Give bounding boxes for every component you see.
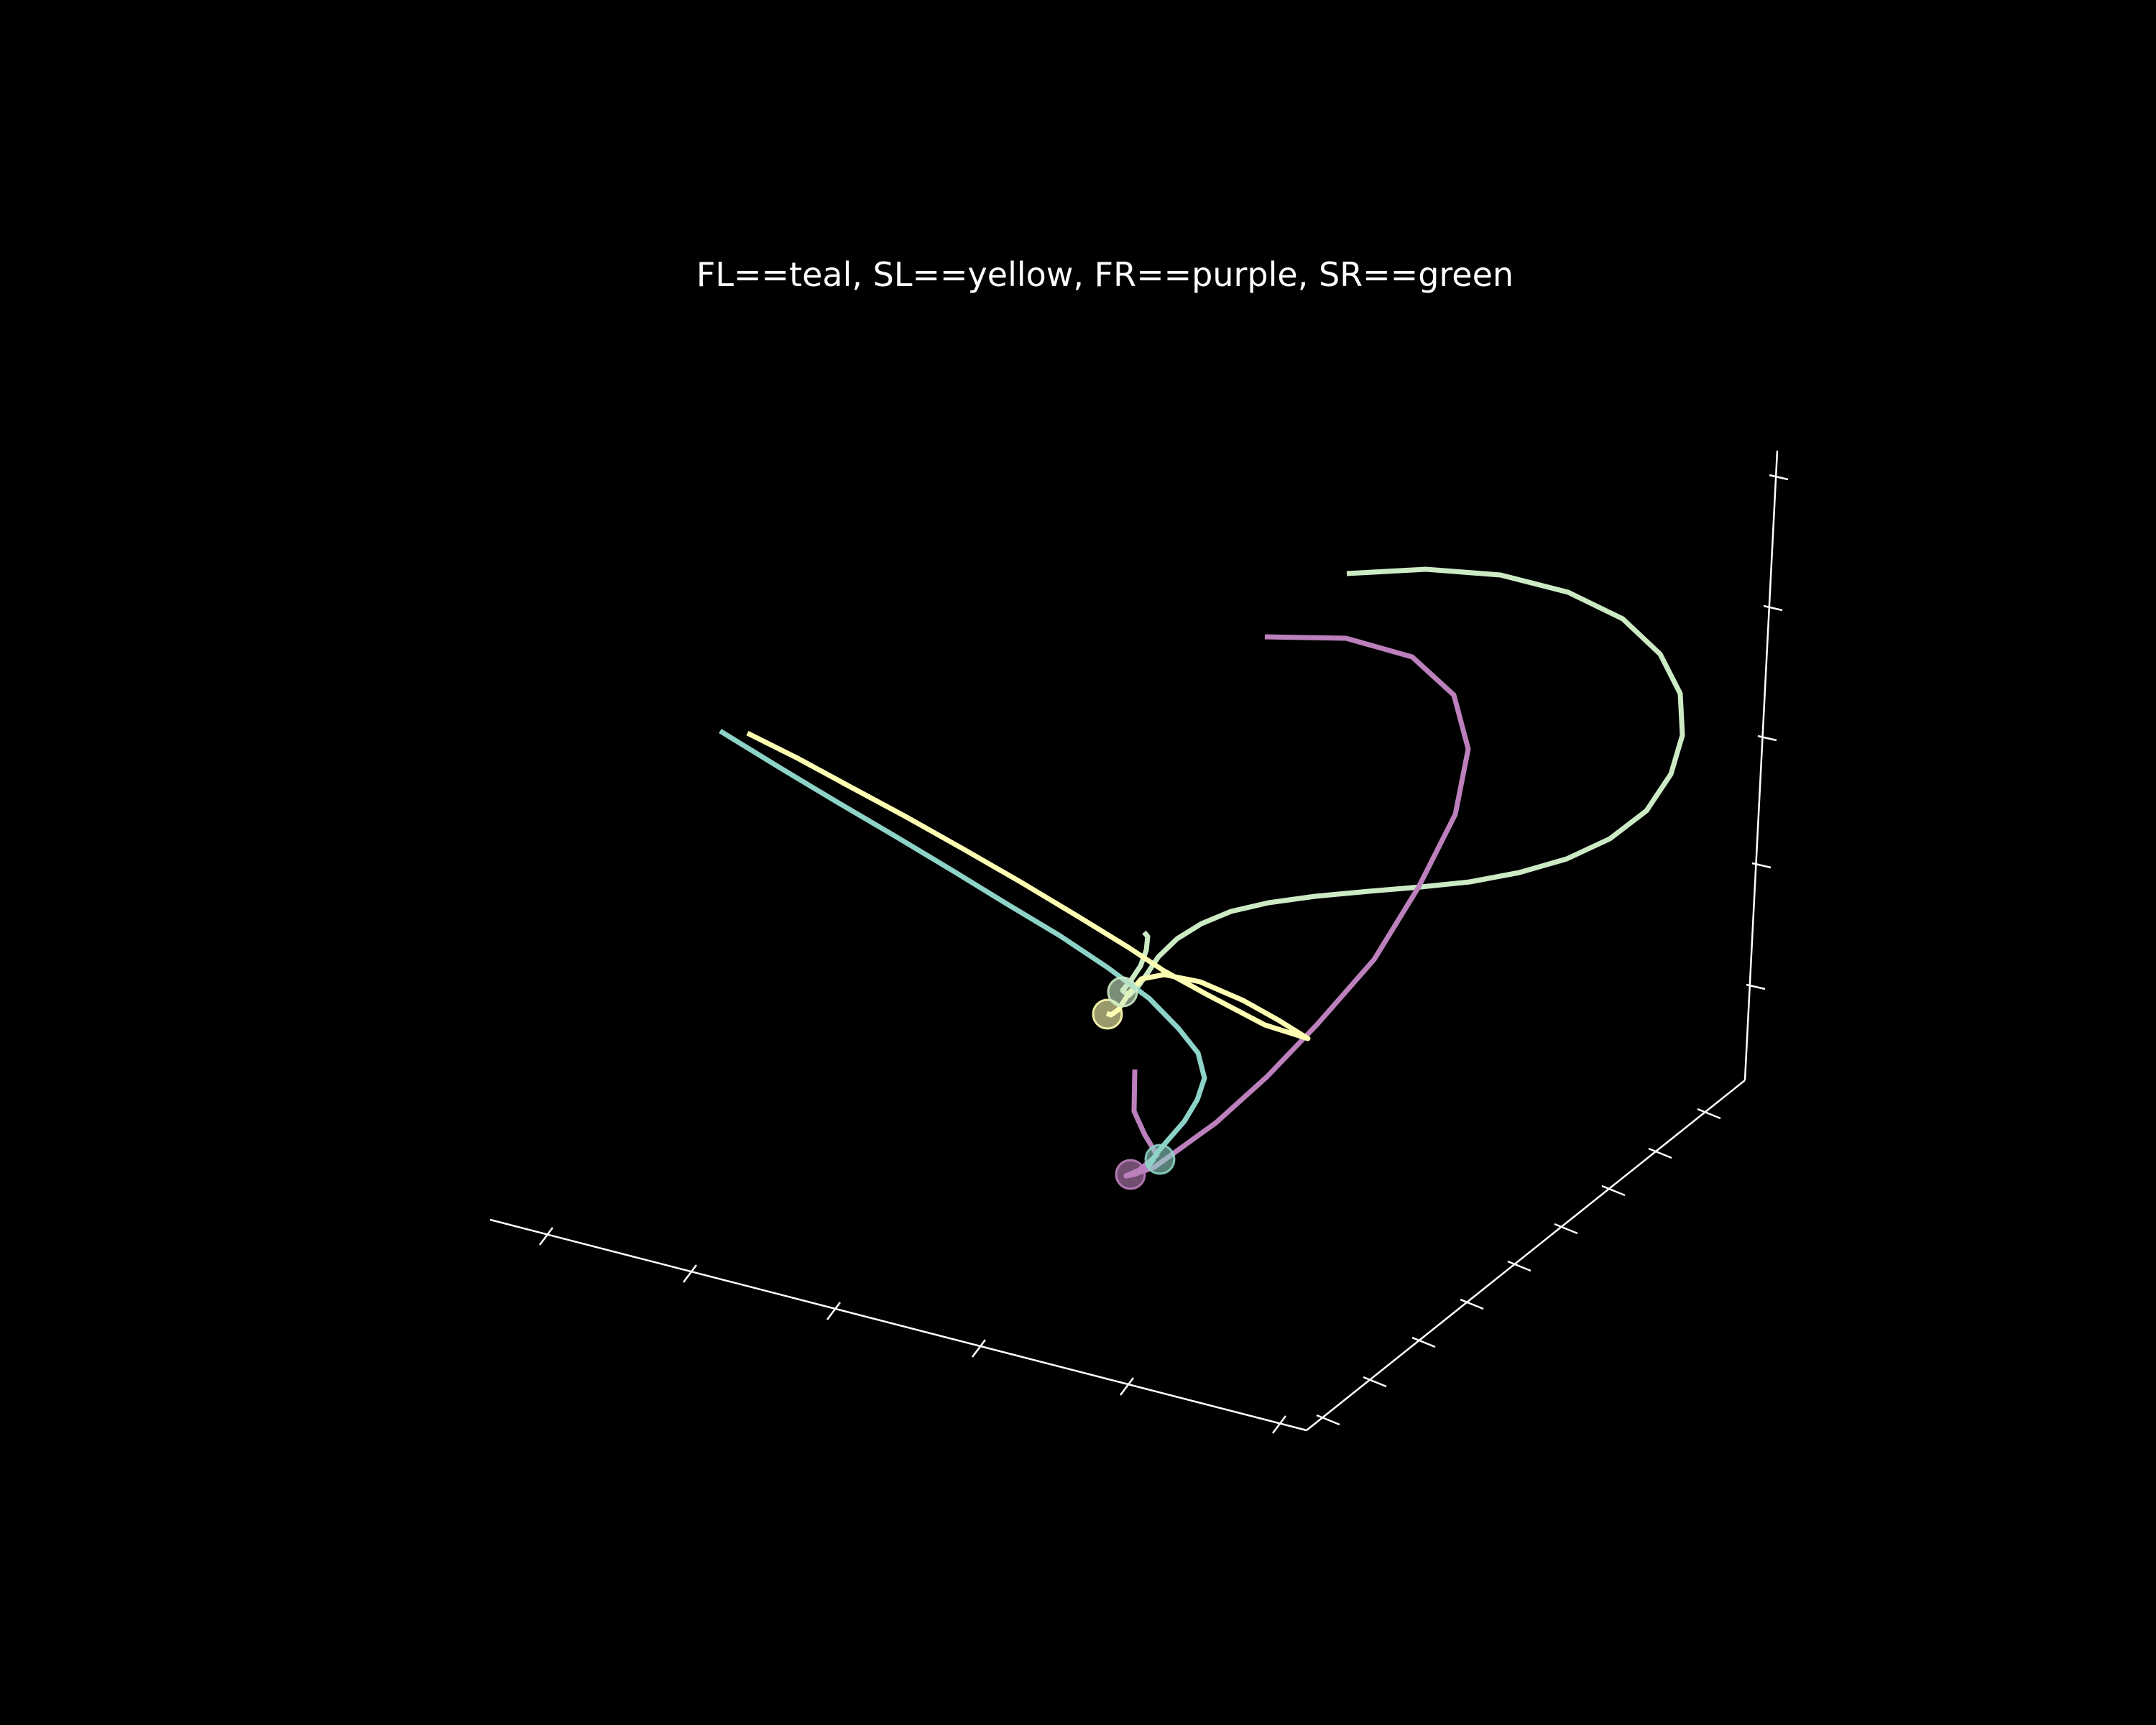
z-tick-5 <box>1769 474 1789 481</box>
series-line-3 <box>1123 634 1471 1179</box>
z-tick-3 <box>1757 735 1777 742</box>
x-axis-line <box>489 1218 1307 1432</box>
y-tick-1 <box>1316 1414 1340 1426</box>
y-tick-6 <box>1554 1223 1578 1235</box>
z-axis-line <box>1743 450 1779 1081</box>
x-tick-1 <box>539 1227 553 1246</box>
x-tick-6 <box>1272 1415 1286 1434</box>
chart-title: FL==teal, SL==yellow, FR==purple, SR==gr… <box>696 255 1514 294</box>
series-marker-4 <box>1107 976 1138 1008</box>
y-tick-7 <box>1601 1184 1626 1197</box>
y-tick-4 <box>1460 1298 1484 1310</box>
x-tick-3 <box>826 1302 841 1320</box>
markers <box>1092 976 1176 1190</box>
y-tick-9 <box>1697 1108 1721 1120</box>
z-tick-2 <box>1751 862 1772 869</box>
z-tick-4 <box>1763 604 1783 612</box>
ticks <box>539 474 1789 1434</box>
x-tick-5 <box>1120 1377 1134 1396</box>
series-marker-2 <box>1092 998 1123 1030</box>
x-tick-2 <box>683 1264 697 1283</box>
series-line-4 <box>1120 566 1685 998</box>
series-line-1 <box>719 729 1207 1169</box>
axes <box>489 450 1779 1432</box>
y-axis-line <box>1306 1080 1746 1431</box>
series-marker-3 <box>1115 1159 1146 1190</box>
y-tick-3 <box>1411 1336 1436 1348</box>
y-tick-5 <box>1507 1260 1531 1272</box>
x-tick-4 <box>972 1339 986 1358</box>
y-tick-2 <box>1363 1376 1387 1388</box>
series <box>719 566 1685 1179</box>
series-line-2 <box>746 730 1311 1041</box>
z-tick-1 <box>1746 983 1766 990</box>
y-tick-8 <box>1648 1147 1672 1159</box>
series-marker-1 <box>1144 1144 1176 1175</box>
